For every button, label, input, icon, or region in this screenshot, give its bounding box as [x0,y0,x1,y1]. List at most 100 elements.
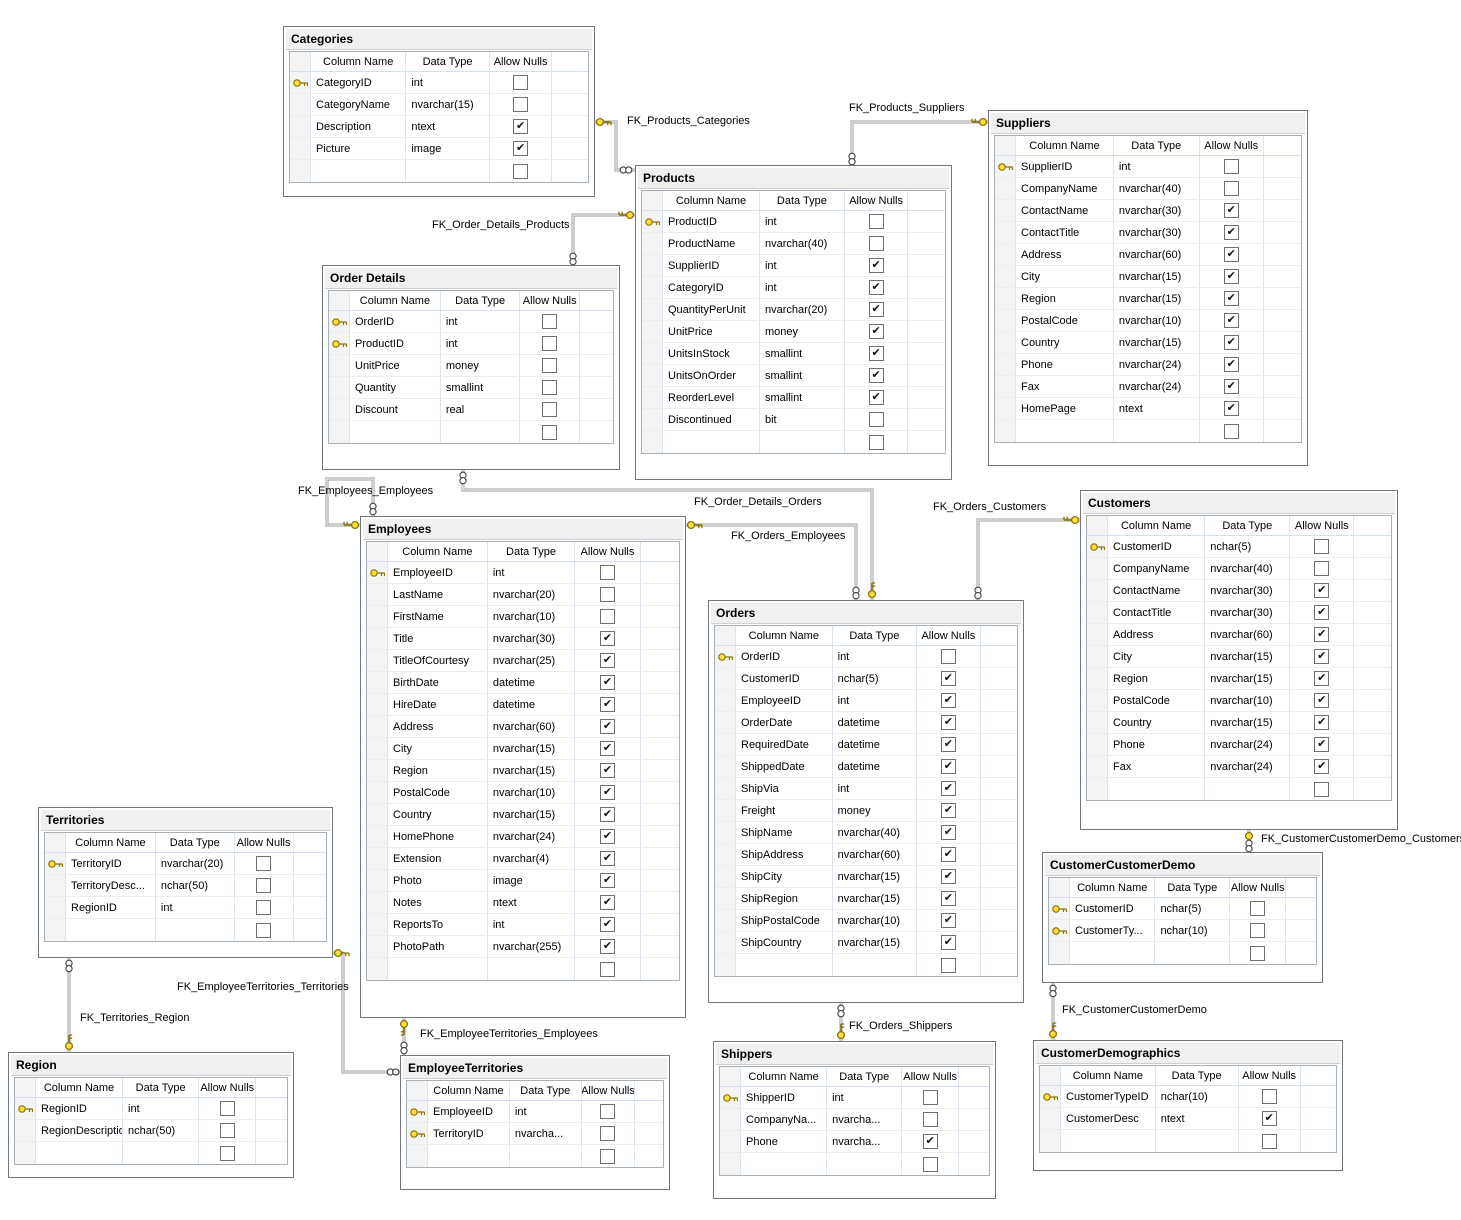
data-type-cell[interactable] [406,160,490,182]
allow-nulls-checkbox[interactable] [1250,901,1266,916]
data-type-cell[interactable]: nchar(5) [1205,536,1291,557]
allow-nulls-checkbox[interactable]: ✔ [940,693,956,708]
column-name-cell[interactable]: ShipPostalCode [736,910,833,931]
data-type-cell[interactable] [441,421,521,443]
column-name-cell[interactable]: Region [1108,668,1206,689]
data-type-cell[interactable]: nchar(5) [833,668,918,689]
allow-nulls-checkbox[interactable]: ✔ [1314,627,1330,642]
column-name-cell[interactable]: Freight [736,800,833,821]
column-name-cell[interactable] [388,958,488,980]
allow-nulls-checkbox[interactable]: ✔ [1223,357,1239,372]
data-type-cell[interactable] [833,954,918,976]
data-type-cell[interactable]: int [123,1098,200,1119]
data-type-cell[interactable]: datetime [833,756,918,777]
allow-nulls-checkbox[interactable] [599,609,615,624]
allow-nulls-checkbox[interactable]: ✔ [513,119,529,134]
data-type-cell[interactable] [1205,778,1291,800]
column-name-cell[interactable] [663,431,760,453]
table-title[interactable]: Customers [1083,493,1395,514]
data-type-cell[interactable]: nvarchar(30) [1205,602,1291,623]
column-name-cell[interactable] [1061,1130,1156,1152]
column-name-cell[interactable]: CategoryID [663,277,760,298]
column-name-cell[interactable]: Title [388,628,488,649]
column-name-cell[interactable]: TerritoryID [66,853,156,874]
allow-nulls-checkbox[interactable]: ✔ [868,390,884,405]
table-Shippers[interactable]: Shippers Column Name Data Type Allow Nulls S… [713,1041,996,1199]
allow-nulls-checkbox[interactable] [542,402,558,417]
data-type-cell[interactable]: image [406,138,490,159]
column-name-cell[interactable]: Phone [1016,354,1114,375]
allow-nulls-checkbox[interactable] [600,1148,616,1164]
column-name-cell[interactable]: Discount [350,399,441,420]
allow-nulls-checkbox[interactable]: ✔ [868,280,884,295]
column-name-cell[interactable]: Quantity [350,377,441,398]
allow-nulls-checkbox[interactable]: ✔ [868,302,884,317]
table-Region[interactable]: Region Column Name Data Type Allow Nulls Reg… [8,1052,294,1178]
data-type-cell[interactable]: nvarchar(10) [1205,690,1291,711]
allow-nulls-checkbox[interactable]: ✔ [868,368,884,383]
column-name-cell[interactable]: ProductID [350,333,441,354]
column-name-cell[interactable]: RegionID [66,897,156,918]
column-name-cell[interactable]: Fax [1108,756,1206,777]
allow-nulls-checkbox[interactable]: ✔ [599,873,615,888]
column-name-cell[interactable]: Address [388,716,488,737]
allow-nulls-checkbox[interactable]: ✔ [1223,313,1239,328]
data-type-cell[interactable]: smallint [760,387,845,408]
data-type-cell[interactable]: nchar(10) [1156,1086,1239,1107]
relationship-line-FK_Products_Categories[interactable] [595,120,635,172]
data-type-cell[interactable]: nvarcha... [827,1131,903,1152]
column-name-cell[interactable]: ReorderLevel [663,387,760,408]
data-type-cell[interactable]: nvarchar(15) [1114,266,1200,287]
data-type-cell[interactable]: money [833,800,918,821]
allow-nulls-checkbox[interactable] [219,1145,235,1161]
allow-nulls-checkbox[interactable]: ✔ [940,869,956,884]
column-name-cell[interactable]: SupplierID [663,255,760,276]
column-name-cell[interactable] [1016,420,1114,442]
column-name-cell[interactable]: EmployeeID [428,1101,510,1122]
allow-nulls-checkbox[interactable] [1314,539,1330,554]
column-name-cell[interactable]: CustomerTypeID [1061,1086,1156,1107]
data-type-cell[interactable]: nvarchar(15) [1205,712,1291,733]
column-name-cell[interactable]: Phone [1108,734,1206,755]
column-name-cell[interactable]: Country [1016,332,1114,353]
allow-nulls-checkbox[interactable]: ✔ [1314,715,1330,730]
allow-nulls-checkbox[interactable]: ✔ [922,1134,938,1149]
data-type-cell[interactable]: nvarchar(30) [1114,200,1200,221]
allow-nulls-checkbox[interactable]: ✔ [1223,401,1239,416]
allow-nulls-checkbox[interactable]: ✔ [1314,605,1330,620]
allow-nulls-checkbox[interactable] [599,565,615,580]
allow-nulls-checkbox[interactable]: ✔ [599,697,615,712]
column-name-cell[interactable]: Address [1016,244,1114,265]
column-name-cell[interactable]: ContactName [1108,580,1206,601]
new-column-row[interactable] [720,1153,989,1175]
data-type-cell[interactable]: nvarchar(255) [488,936,576,957]
data-type-cell[interactable]: nvarchar(15) [488,738,576,759]
column-name-cell[interactable]: ContactName [1016,200,1114,221]
data-type-cell[interactable]: nvarchar(20) [760,299,845,320]
data-type-cell[interactable]: int [156,897,235,918]
allow-nulls-checkbox[interactable]: ✔ [940,803,956,818]
column-name-cell[interactable]: BirthDate [388,672,488,693]
allow-nulls-checkbox[interactable]: ✔ [599,741,615,756]
allow-nulls-checkbox[interactable]: ✔ [1314,671,1330,686]
table-title[interactable]: Order Details [325,268,617,289]
allow-nulls-checkbox[interactable]: ✔ [940,671,956,686]
allow-nulls-checkbox[interactable] [922,1156,938,1172]
data-type-cell[interactable] [1114,420,1200,442]
table-title[interactable]: Suppliers [991,113,1305,134]
column-name-cell[interactable]: FirstName [388,606,488,627]
allow-nulls-checkbox[interactable]: ✔ [599,851,615,866]
column-name-cell[interactable]: CategoryName [311,94,407,115]
allow-nulls-checkbox[interactable] [513,75,529,90]
allow-nulls-checkbox[interactable] [1314,561,1330,576]
new-column-row[interactable] [329,421,613,443]
allow-nulls-checkbox[interactable]: ✔ [1223,203,1239,218]
allow-nulls-checkbox[interactable]: ✔ [599,917,615,932]
allow-nulls-checkbox[interactable]: ✔ [599,675,615,690]
table-title[interactable]: Categories [286,29,592,50]
column-name-cell[interactable]: Fax [1016,376,1114,397]
column-name-cell[interactable]: OrderID [350,311,441,332]
data-type-cell[interactable]: int [827,1087,903,1108]
allow-nulls-checkbox[interactable] [922,1112,938,1127]
